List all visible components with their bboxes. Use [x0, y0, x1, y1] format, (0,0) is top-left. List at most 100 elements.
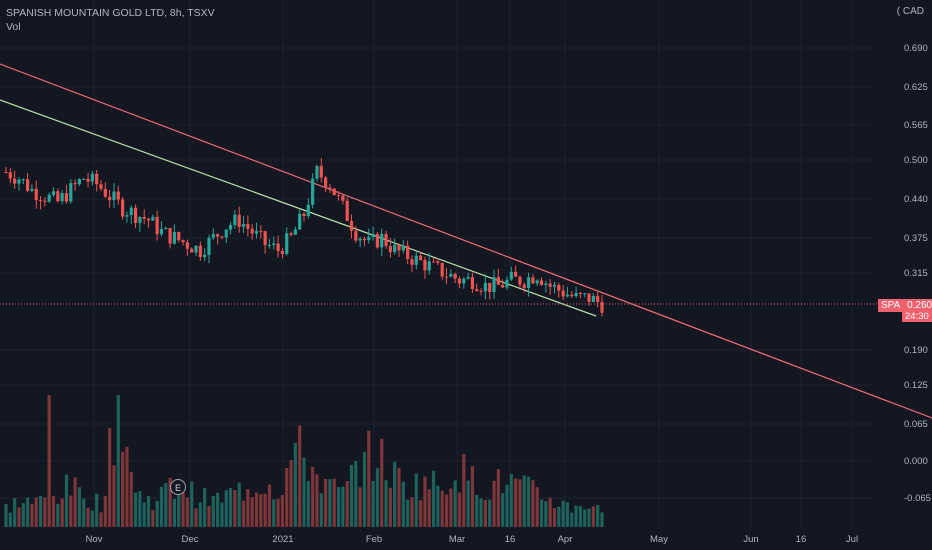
candle-body[interactable] [332, 188, 336, 196]
candle-body[interactable] [73, 183, 77, 185]
candle-body[interactable] [108, 196, 112, 201]
candle-body[interactable] [479, 290, 483, 292]
candle-body[interactable] [246, 224, 250, 229]
candle-body[interactable] [125, 215, 129, 217]
candle-body[interactable] [267, 245, 272, 247]
candle-body[interactable] [82, 178, 86, 180]
candle-body[interactable] [64, 193, 69, 202]
candle-body[interactable] [129, 207, 133, 216]
candle-body[interactable] [345, 200, 349, 221]
candle-body[interactable] [574, 292, 578, 297]
candle-body[interactable] [30, 188, 34, 191]
candle-body[interactable] [168, 228, 172, 244]
candle-body[interactable] [47, 194, 51, 202]
candle-body[interactable] [518, 276, 522, 285]
candle-body[interactable] [263, 231, 267, 246]
candle-body[interactable] [116, 191, 120, 200]
candle-body[interactable] [362, 238, 367, 241]
candle-body[interactable] [457, 278, 462, 284]
candle-body[interactable] [436, 261, 440, 264]
candle-body[interactable] [561, 290, 565, 297]
candle-body[interactable] [496, 277, 500, 285]
candle-body[interactable] [112, 191, 116, 201]
candle-body[interactable] [8, 172, 12, 179]
candle-body[interactable] [410, 258, 414, 265]
candle-body[interactable] [60, 193, 64, 202]
candle-body[interactable] [526, 277, 531, 288]
candle-body[interactable] [449, 273, 453, 277]
candle-body[interactable] [77, 179, 82, 185]
candle-body[interactable] [591, 295, 595, 302]
candle-body[interactable] [505, 279, 509, 288]
candle-body[interactable] [233, 214, 237, 226]
candle-body[interactable] [341, 195, 345, 201]
candle-body[interactable] [475, 288, 479, 291]
candle-body[interactable] [535, 280, 539, 284]
candle-body[interactable] [431, 261, 436, 263]
candle-body[interactable] [51, 191, 56, 195]
candle-body[interactable] [254, 230, 259, 234]
candle-body[interactable] [427, 261, 431, 271]
candle-body[interactable] [397, 244, 401, 251]
candle-body[interactable] [194, 245, 198, 253]
candle-body[interactable] [539, 280, 544, 285]
candle-body[interactable] [211, 234, 215, 238]
candle-body[interactable] [583, 293, 587, 295]
candle-body[interactable] [151, 216, 155, 221]
candle-body[interactable] [280, 251, 285, 255]
candle-body[interactable] [172, 232, 177, 244]
candle-body[interactable] [470, 277, 475, 289]
candle-body[interactable] [492, 277, 496, 292]
candle-body[interactable] [501, 284, 505, 288]
trendlines[interactable] [0, 63, 932, 419]
candle-body[interactable] [56, 191, 60, 202]
candle-body[interactable] [198, 245, 202, 258]
candle-body[interactable] [388, 246, 392, 253]
candle-body[interactable] [380, 233, 384, 248]
candle-body[interactable] [354, 230, 358, 241]
candle-body[interactable] [272, 243, 276, 246]
candle-body[interactable] [155, 216, 159, 235]
candle-body[interactable] [216, 234, 220, 237]
candle-body[interactable] [587, 293, 591, 302]
candle-body[interactable] [319, 166, 323, 178]
candle-body[interactable] [414, 255, 418, 265]
candle-body[interactable] [224, 229, 228, 238]
candles[interactable] [4, 158, 604, 317]
candle-body[interactable] [596, 295, 600, 303]
candle-body[interactable] [17, 179, 21, 184]
candle-body[interactable] [548, 283, 552, 287]
candle-body[interactable] [349, 220, 354, 231]
candle-body[interactable] [483, 282, 487, 292]
earnings-marker-icon[interactable]: E [170, 479, 186, 495]
candle-body[interactable] [220, 236, 224, 238]
candle-body[interactable] [133, 207, 138, 223]
candle-body[interactable] [375, 233, 380, 248]
candle-body[interactable] [462, 278, 466, 284]
candle-body[interactable] [13, 178, 17, 184]
candle-body[interactable] [522, 284, 526, 288]
candle-body[interactable] [367, 237, 371, 241]
candle-body[interactable] [4, 172, 8, 173]
candle-body[interactable] [509, 271, 513, 280]
candle-body[interactable] [552, 284, 557, 287]
candle-body[interactable] [328, 187, 332, 189]
candle-body[interactable] [298, 213, 302, 230]
time-axis[interactable]: Nov Dec 2021 Feb Mar 16 Apr May Jun 16 Jul [86, 534, 859, 545]
currency-label[interactable]: ( CAD [897, 6, 924, 17]
candle-body[interactable] [43, 200, 47, 202]
candle-body[interactable] [90, 173, 94, 182]
candle-body[interactable] [302, 213, 306, 216]
candle-body[interactable] [21, 179, 25, 181]
candle-body[interactable] [311, 178, 315, 205]
candle-body[interactable] [95, 173, 99, 185]
candle-body[interactable] [241, 224, 246, 227]
candle-body[interactable] [181, 240, 185, 243]
candle-body[interactable] [177, 232, 181, 241]
candle-body[interactable] [138, 217, 142, 223]
candle-body[interactable] [393, 244, 397, 253]
candle-body[interactable] [565, 294, 570, 297]
candle-body[interactable] [466, 277, 470, 279]
candle-body[interactable] [164, 228, 168, 230]
